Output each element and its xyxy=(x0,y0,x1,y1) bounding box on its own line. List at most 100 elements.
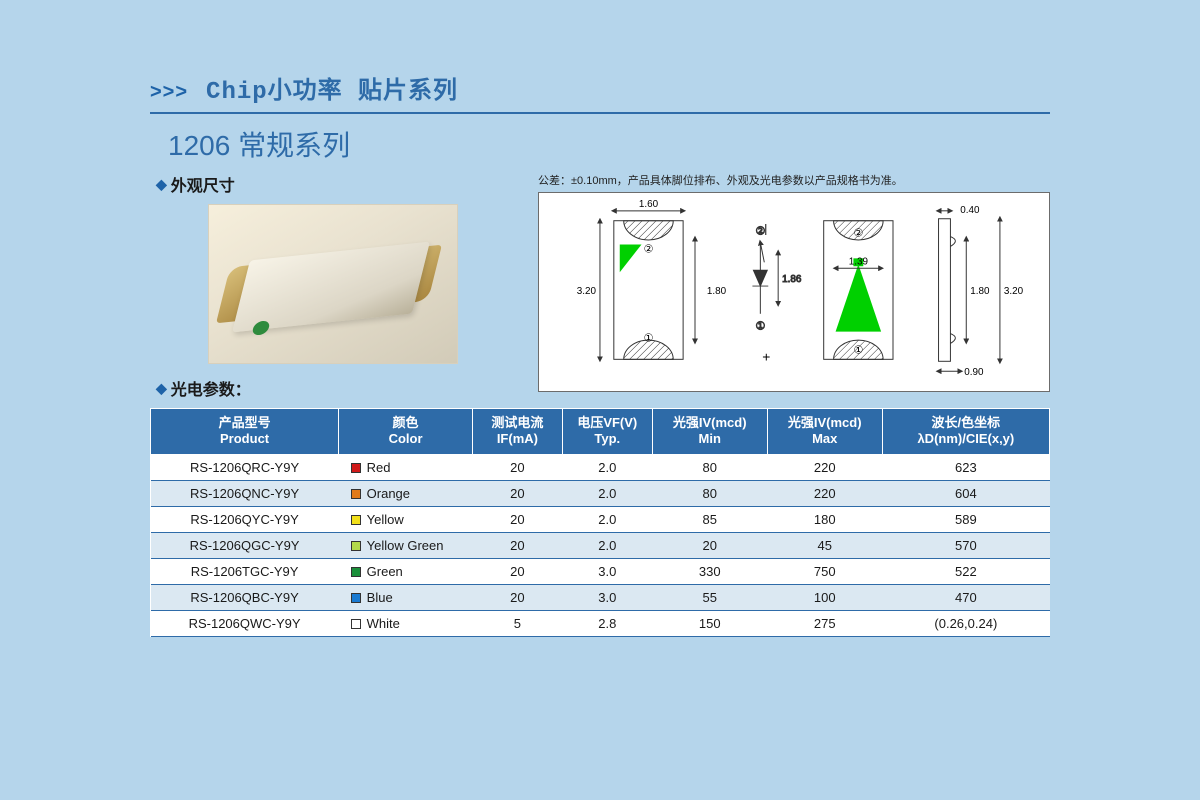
cell-iv-min: 80 xyxy=(652,454,767,480)
column-header: 电压VF(V)Typ. xyxy=(562,409,652,455)
cell-if: 20 xyxy=(472,454,562,480)
cell-iv-max: 220 xyxy=(767,480,882,506)
cell-iv-min: 55 xyxy=(652,584,767,610)
appearance-column: ◆ 外观尺寸 ◆ 光电参数： xyxy=(150,172,510,400)
diamond-icon: ◆ xyxy=(156,176,167,193)
cell-vf: 2.0 xyxy=(562,506,652,532)
diamond-icon: ◆ xyxy=(156,380,167,397)
color-swatch xyxy=(351,593,361,603)
tolerance-note: 公差：±0.10mm，产品具体脚位排布、外观及光电参数以产品规格书为准。 xyxy=(538,172,1050,188)
section-appearance-label: 外观尺寸 xyxy=(171,172,235,196)
svg-text:1.60: 1.60 xyxy=(639,199,659,210)
svg-text:1.80: 1.80 xyxy=(970,286,990,297)
cell-iv-min: 330 xyxy=(652,558,767,584)
table-row: RS-1206QBC-Y9YBlue203.055100470 xyxy=(151,584,1050,610)
cell-product: RS-1206QRC-Y9Y xyxy=(151,454,339,480)
cell-if: 20 xyxy=(472,584,562,610)
cell-color: Green xyxy=(339,558,473,584)
color-swatch xyxy=(351,541,361,551)
cell-vf: 3.0 xyxy=(562,584,652,610)
column-header: 产品型号Product xyxy=(151,409,339,455)
cell-vf: 2.0 xyxy=(562,454,652,480)
column-header: 光强IV(mcd)Min xyxy=(652,409,767,455)
cell-wavelength: 570 xyxy=(882,532,1049,558)
cell-product: RS-1206QWC-Y9Y xyxy=(151,610,339,636)
cell-wavelength: 470 xyxy=(882,584,1049,610)
cell-color: Orange xyxy=(339,480,473,506)
cell-iv-max: 220 xyxy=(767,454,882,480)
svg-text:①: ① xyxy=(755,321,765,333)
cell-iv-max: 45 xyxy=(767,532,882,558)
cell-iv-min: 80 xyxy=(652,480,767,506)
column-header: 光强IV(mcd)Max xyxy=(767,409,882,455)
cell-if: 5 xyxy=(472,610,562,636)
table-row: RS-1206QYC-Y9YYellow202.085180589 xyxy=(151,506,1050,532)
svg-text:0.40: 0.40 xyxy=(960,205,980,216)
svg-text:+: + xyxy=(762,348,770,364)
cell-iv-max: 100 xyxy=(767,584,882,610)
page-header: >>> Chip小功率 贴片系列 xyxy=(150,70,1050,114)
section-appearance: ◆ 外观尺寸 xyxy=(156,172,510,196)
cell-wavelength: 522 xyxy=(882,558,1049,584)
page-title: Chip小功率 贴片系列 xyxy=(206,70,458,106)
cell-product: RS-1206QGC-Y9Y xyxy=(151,532,339,558)
cell-iv-min: 85 xyxy=(652,506,767,532)
cell-product: RS-1206TGC-Y9Y xyxy=(151,558,339,584)
cell-vf: 2.8 xyxy=(562,610,652,636)
spec-table: 产品型号Product颜色Color测试电流IF(mA)电压VF(V)Typ.光… xyxy=(150,408,1050,637)
cell-iv-max: 180 xyxy=(767,506,882,532)
cell-wavelength: 604 xyxy=(882,480,1049,506)
cell-color: Yellow xyxy=(339,506,473,532)
color-swatch xyxy=(351,515,361,525)
diagram-column: 公差：±0.10mm，产品具体脚位排布、外观及光电参数以产品规格书为准。 xyxy=(538,172,1050,392)
svg-text:1.39: 1.39 xyxy=(849,256,869,267)
cell-iv-max: 275 xyxy=(767,610,882,636)
section-params-label: 光电参数： xyxy=(171,376,251,400)
svg-text:3.20: 3.20 xyxy=(1004,286,1024,297)
dimension-diagram: ② ① 1.60 1.80 3.20 ② xyxy=(538,192,1050,392)
svg-text:①: ① xyxy=(853,344,863,356)
cell-color: Blue xyxy=(339,584,473,610)
cell-color: Red xyxy=(339,454,473,480)
svg-text:|: | xyxy=(764,222,767,236)
cell-wavelength: 589 xyxy=(882,506,1049,532)
cell-if: 20 xyxy=(472,480,562,506)
chevrons: >>> xyxy=(150,81,188,104)
cell-product: RS-1206QBC-Y9Y xyxy=(151,584,339,610)
table-row: RS-1206QNC-Y9YOrange202.080220604 xyxy=(151,480,1050,506)
table-row: RS-1206QGC-Y9YYellow Green202.02045570 xyxy=(151,532,1050,558)
color-swatch xyxy=(351,489,361,499)
svg-text:②: ② xyxy=(853,228,863,240)
cell-product: RS-1206QNC-Y9Y xyxy=(151,480,339,506)
cell-if: 20 xyxy=(472,506,562,532)
cell-iv-min: 20 xyxy=(652,532,767,558)
table-header: 产品型号Product颜色Color测试电流IF(mA)电压VF(V)Typ.光… xyxy=(151,409,1050,455)
cell-wavelength: (0.26,0.24) xyxy=(882,610,1049,636)
chip-body xyxy=(232,242,430,333)
product-photo xyxy=(208,204,458,364)
table-row: RS-1206TGC-Y9YGreen203.0330750522 xyxy=(151,558,1050,584)
cell-if: 20 xyxy=(472,558,562,584)
section-params: ◆ 光电参数： xyxy=(156,376,510,400)
svg-text:3.20: 3.20 xyxy=(577,286,597,297)
svg-text:①: ① xyxy=(644,333,654,345)
top-row: ◆ 外观尺寸 ◆ 光电参数： 公差：±0.10mm，产品具体脚位排布、外观及光电… xyxy=(150,172,1050,400)
table-row: RS-1206QWC-Y9YWhite52.8150275(0.26,0.24) xyxy=(151,610,1050,636)
column-header: 颜色Color xyxy=(339,409,473,455)
color-swatch xyxy=(351,567,361,577)
svg-text:0.90: 0.90 xyxy=(964,367,984,378)
series-subtitle: 1206 常规系列 xyxy=(168,124,1050,164)
cell-vf: 2.0 xyxy=(562,532,652,558)
cell-vf: 3.0 xyxy=(562,558,652,584)
table-row: RS-1206QRC-Y9YRed202.080220623 xyxy=(151,454,1050,480)
cell-color: White xyxy=(339,610,473,636)
cell-product: RS-1206QYC-Y9Y xyxy=(151,506,339,532)
column-header: 波长/色坐标λD(nm)/CIE(x,y) xyxy=(882,409,1049,455)
cell-iv-min: 150 xyxy=(652,610,767,636)
color-swatch xyxy=(351,463,361,473)
cell-color: Yellow Green xyxy=(339,532,473,558)
cell-iv-max: 750 xyxy=(767,558,882,584)
cell-if: 20 xyxy=(472,532,562,558)
color-swatch xyxy=(351,619,361,629)
cell-wavelength: 623 xyxy=(882,454,1049,480)
